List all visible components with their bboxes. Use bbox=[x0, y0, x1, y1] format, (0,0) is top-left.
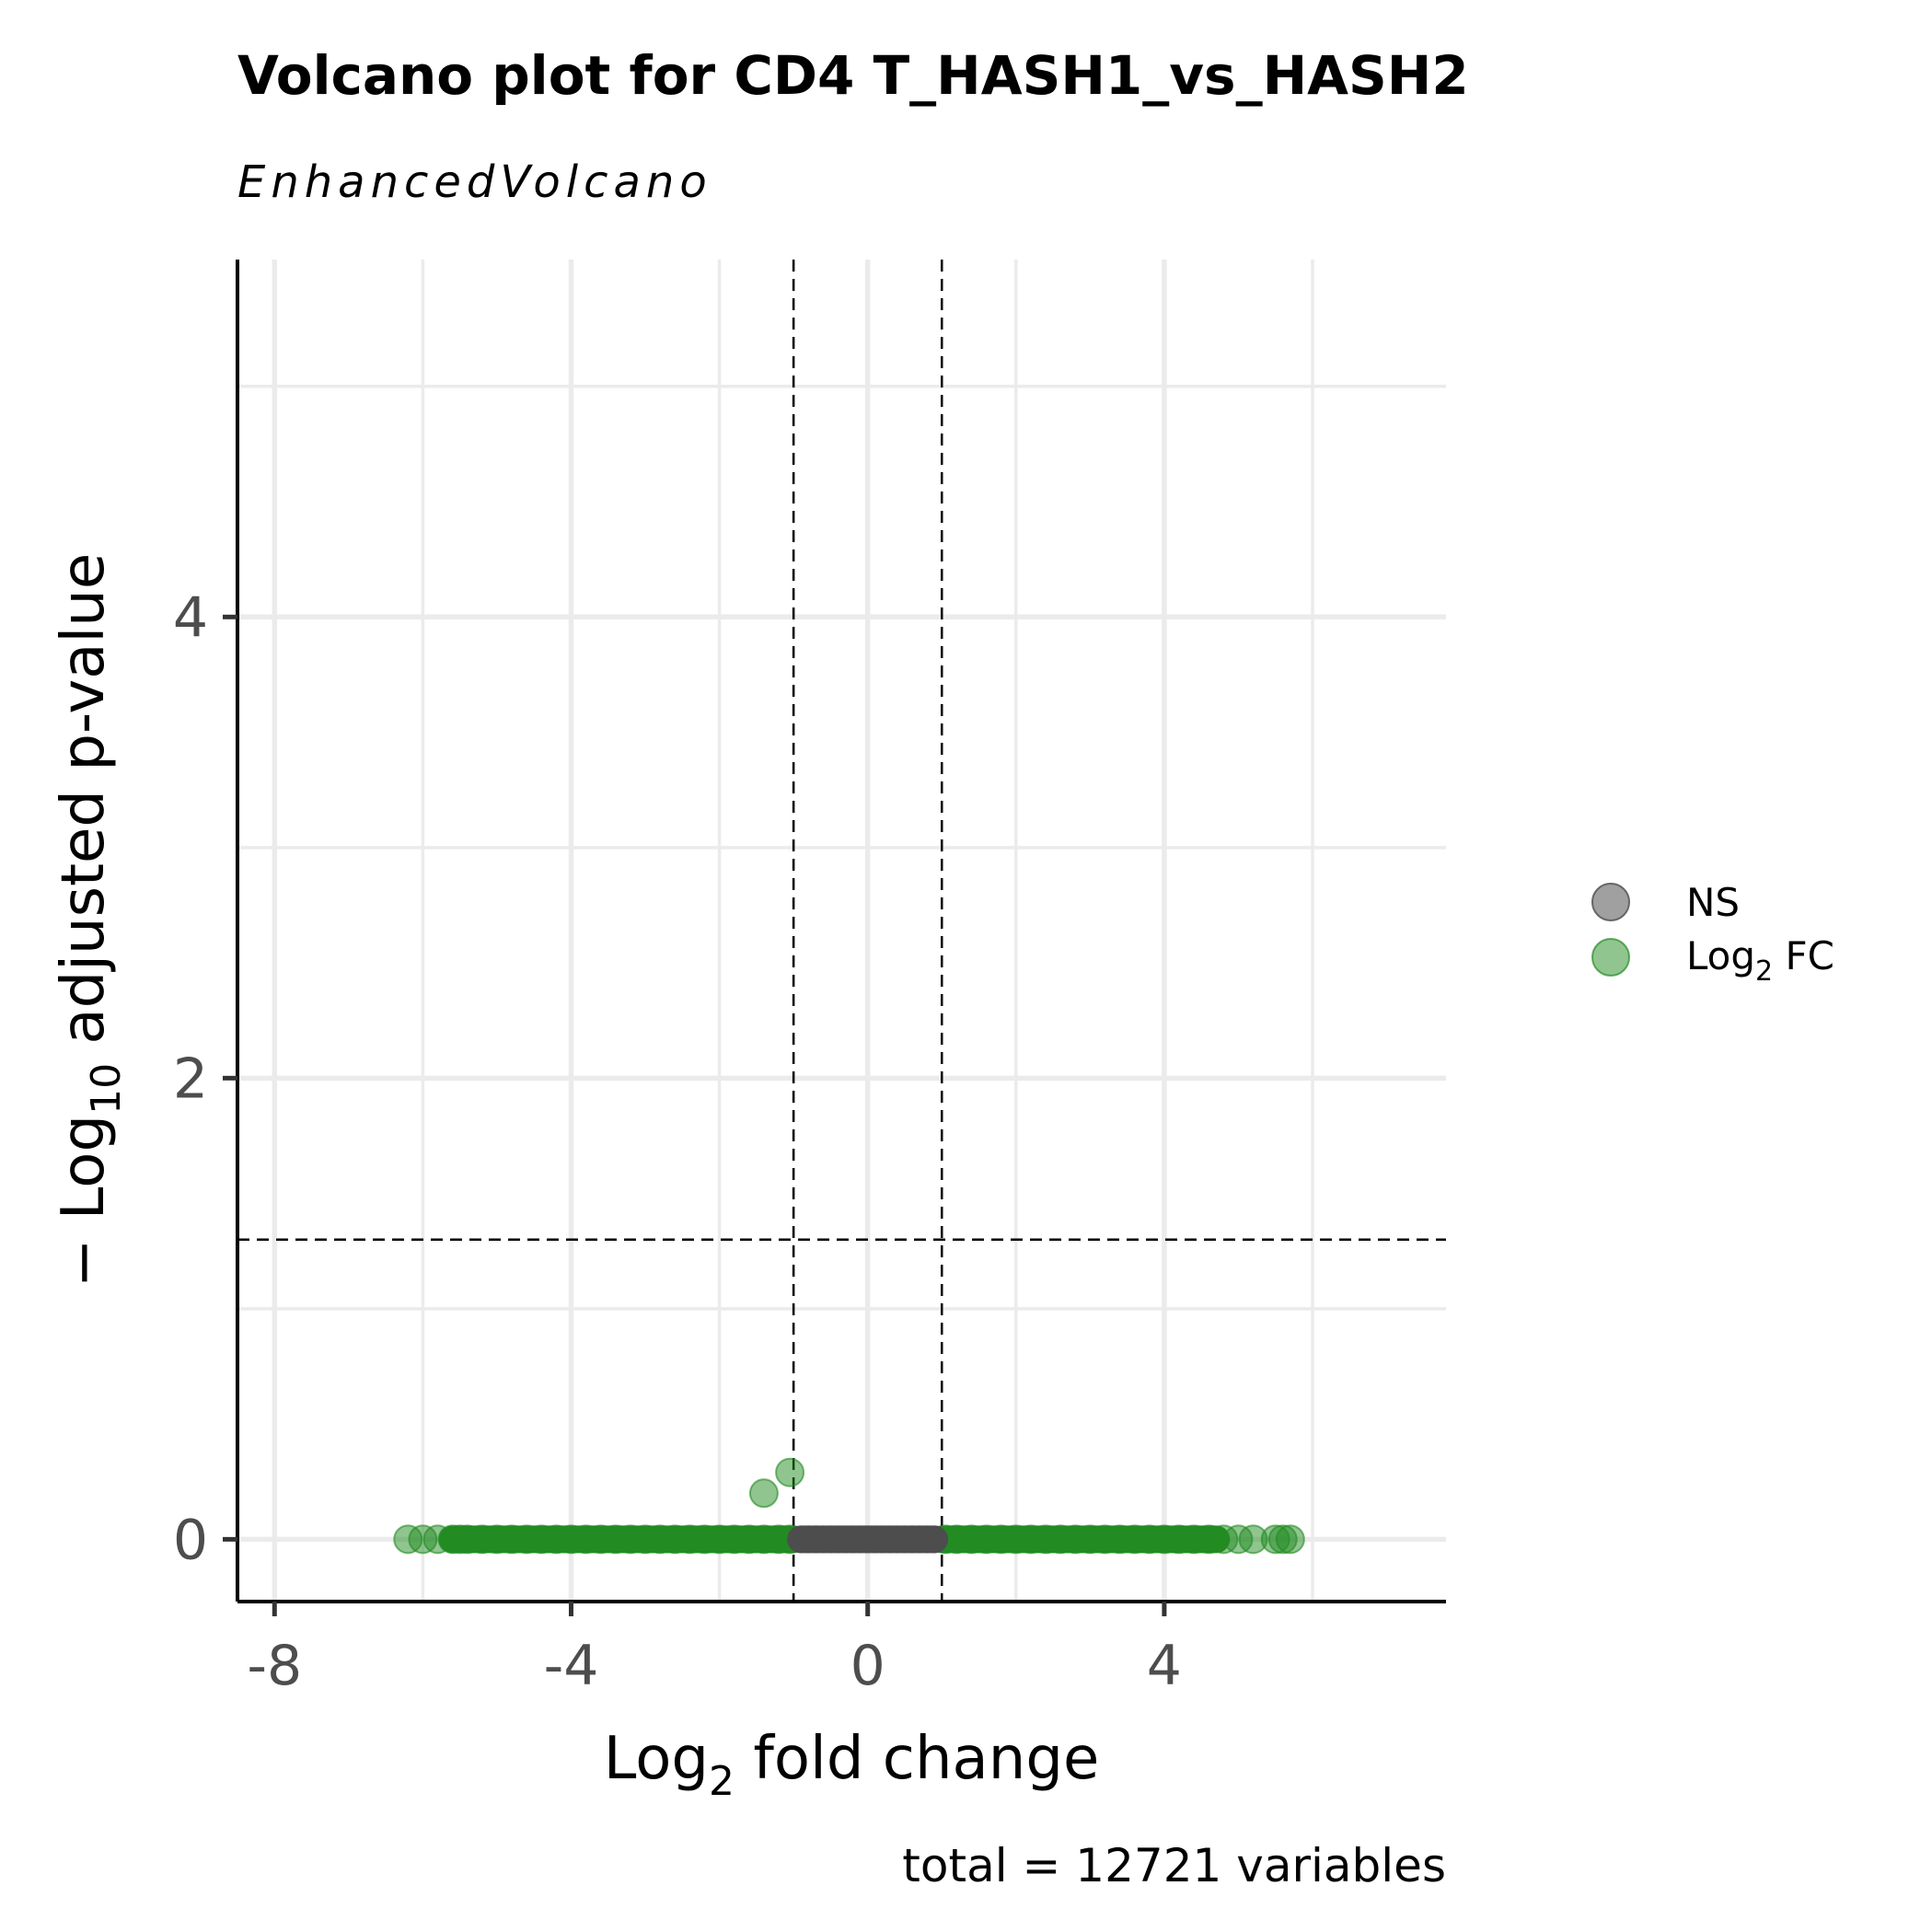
chart-caption: total = 12721 variables bbox=[902, 1839, 1446, 1892]
tick-labels: -8 -4 0 4 0 2 4 bbox=[173, 585, 1182, 1698]
legend-key-fc bbox=[1591, 938, 1630, 977]
y-axis-label: − Log10 adjusted p-value bbox=[50, 553, 130, 1288]
legend-label-fc: Log2 FC bbox=[1686, 933, 1834, 988]
x-tick-label: -8 bbox=[247, 1634, 302, 1698]
fc-point bbox=[748, 1478, 779, 1509]
fc-point bbox=[775, 1457, 805, 1487]
chart-subtitle: EnhancedVolcano bbox=[237, 156, 712, 208]
y-tick-label: 0 bbox=[173, 1508, 208, 1572]
x-axis-label: Log2 fold change bbox=[604, 1725, 1100, 1805]
data-points bbox=[393, 1457, 1305, 1555]
y-tick-label: 2 bbox=[173, 1047, 208, 1111]
grid-lines bbox=[237, 260, 1446, 1602]
chart-title: Volcano plot for CD4 T_HASH1_vs_HASH2 bbox=[237, 44, 1469, 107]
legend-label-ns: NS bbox=[1686, 880, 1740, 925]
y-tick-label: 4 bbox=[173, 585, 208, 650]
axes bbox=[223, 260, 1446, 1616]
x-tick-label: 0 bbox=[850, 1634, 885, 1698]
cutoff-lines bbox=[237, 260, 1446, 1602]
legend-key-ns bbox=[1591, 883, 1630, 921]
x-tick-label: 4 bbox=[1147, 1634, 1182, 1698]
legend: NS Log2 FC bbox=[1591, 880, 1834, 988]
fc-point bbox=[1275, 1524, 1305, 1555]
x-tick-label: -4 bbox=[544, 1634, 599, 1698]
